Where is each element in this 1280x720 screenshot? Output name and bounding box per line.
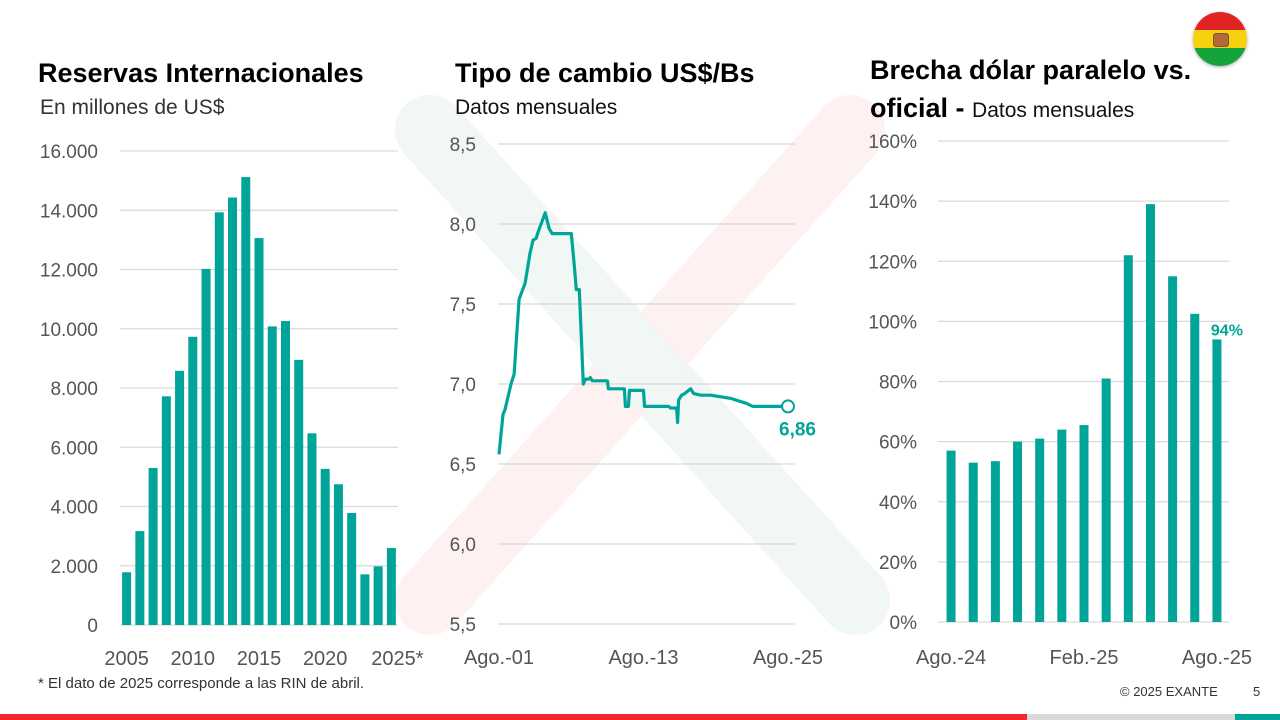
y-tick-label: 60%: [879, 433, 917, 454]
y-tick-label: 140%: [868, 192, 917, 213]
bar: [254, 238, 264, 625]
y-tick-label: 12.000: [40, 261, 98, 282]
exchange-rate-line: [497, 211, 788, 455]
bar: [188, 336, 198, 625]
bar: [968, 462, 978, 622]
parallel-gap-chart: 0% 20% 40% 60% 80% 100% 120% 140% 160% 94% Ago.-24…: [868, 132, 1252, 669]
x-tick-label: 2005: [104, 648, 149, 670]
y-tick-label: 10.000: [40, 320, 98, 341]
y-tick-label: 100%: [868, 312, 917, 333]
bar: [1190, 313, 1200, 622]
last-value-label: 6,86: [779, 419, 816, 440]
y-tick-label: 5,5: [450, 615, 476, 636]
copyright: © 2025 EXANTE: [1120, 684, 1218, 699]
exchange-title: Tipo de cambio US$/Bs: [455, 58, 755, 88]
y-tick-label: 8,5: [450, 135, 476, 156]
gap-title-line2: oficial - Datos mensuales: [870, 93, 1134, 124]
bar: [1057, 429, 1067, 622]
bar: [1212, 339, 1222, 622]
bottom-bar-red: [0, 714, 1027, 720]
y-tick-label: 0%: [890, 613, 918, 634]
reserves-chart: 0 2.000 4.000 6.000 8.000 10.000 12.000 14.000 1…: [40, 142, 424, 670]
watermark-green-stroke-upper: [395, 95, 685, 410]
page-number: 5: [1253, 684, 1261, 699]
y-tick-label: 14.000: [40, 201, 98, 222]
y-tick-label: 8,0: [450, 215, 476, 236]
y-tick-label: 160%: [868, 132, 917, 153]
last-value-label: 94%: [1211, 322, 1243, 339]
bar: [201, 268, 211, 625]
x-tick-label: 2015: [237, 648, 282, 670]
bar: [267, 326, 277, 625]
y-tick-label: 2.000: [50, 557, 98, 578]
bar: [228, 197, 238, 626]
bottom-bar-gray: [1027, 714, 1235, 720]
y-tick-label: 6,0: [450, 535, 476, 556]
bottom-bar-teal: [1235, 714, 1280, 720]
y-tick-label: 4.000: [50, 498, 98, 519]
bar: [122, 572, 132, 625]
bar: [333, 484, 343, 625]
x-tick-label: Ago.-25: [753, 647, 823, 669]
y-tick-label: 6.000: [50, 438, 98, 459]
y-tick-label: 7,5: [450, 295, 476, 316]
bar: [1101, 378, 1111, 622]
y-tick-label: 8.000: [50, 379, 98, 400]
bar: [360, 574, 370, 625]
x-tick-label: Ago.-25: [1182, 647, 1252, 669]
last-value-marker: [781, 399, 795, 414]
exchange-rate-chart: 5,5 6,0 6,5 7,0 7,5 8,0 8,5 6,86 Ago.-01 Ago.-13 A…: [450, 135, 823, 669]
x-tick-label: Ago.-24: [916, 647, 986, 669]
flag-green-band: [1193, 48, 1247, 66]
y-tick-label: 16.000: [40, 142, 98, 163]
reserves-title: Reservas Internacionales: [38, 58, 364, 88]
y-tick-label: 20%: [879, 553, 917, 574]
exchange-subtitle: Datos mensuales: [455, 96, 618, 119]
bar: [307, 433, 317, 625]
bar: [161, 396, 171, 625]
x-tick-label: 2025*: [371, 648, 423, 670]
y-tick-label: 6,5: [450, 455, 476, 476]
bar: [1035, 438, 1045, 622]
bar: [386, 547, 396, 625]
bar: [241, 177, 251, 625]
bar: [1013, 441, 1023, 622]
x-tick-label: Ago.-01: [464, 647, 534, 669]
gap-subtitle: Datos mensuales: [972, 99, 1135, 122]
bar: [1123, 255, 1133, 623]
bar: [214, 212, 224, 626]
bar: [347, 513, 357, 625]
y-tick-label: 120%: [868, 252, 917, 273]
bar: [294, 359, 304, 625]
gap-title-bold: oficial -: [870, 93, 965, 123]
y-tick-label: 0: [87, 616, 98, 637]
bar: [990, 461, 1000, 622]
bar: [135, 531, 145, 625]
bar: [373, 566, 383, 625]
flag-red-band: [1193, 12, 1247, 30]
gap-title: Brecha dólar paralelo vs.: [870, 55, 1192, 85]
bolivia-flag-icon: [1193, 12, 1247, 66]
bar: [1168, 276, 1178, 622]
y-tick-label: 7,0: [450, 375, 476, 396]
flag-emblem-icon: [1213, 33, 1229, 47]
x-tick-label: Feb.-25: [1050, 647, 1119, 669]
reserves-subtitle: En millones de US$: [40, 96, 225, 119]
y-tick-label: 80%: [879, 373, 917, 394]
bar: [946, 450, 956, 622]
bar: [1079, 425, 1089, 622]
x-tick-label: 2020: [303, 648, 348, 670]
bar: [1145, 204, 1155, 622]
x-tick-label: 2010: [171, 648, 216, 670]
bar: [280, 321, 290, 625]
footnote: * El dato de 2025 corresponde a las RIN …: [38, 675, 365, 692]
x-tick-label: Ago.-13: [608, 647, 678, 669]
y-tick-label: 40%: [879, 493, 917, 514]
bar: [148, 467, 158, 625]
bar: [175, 370, 185, 625]
bar: [320, 468, 330, 625]
